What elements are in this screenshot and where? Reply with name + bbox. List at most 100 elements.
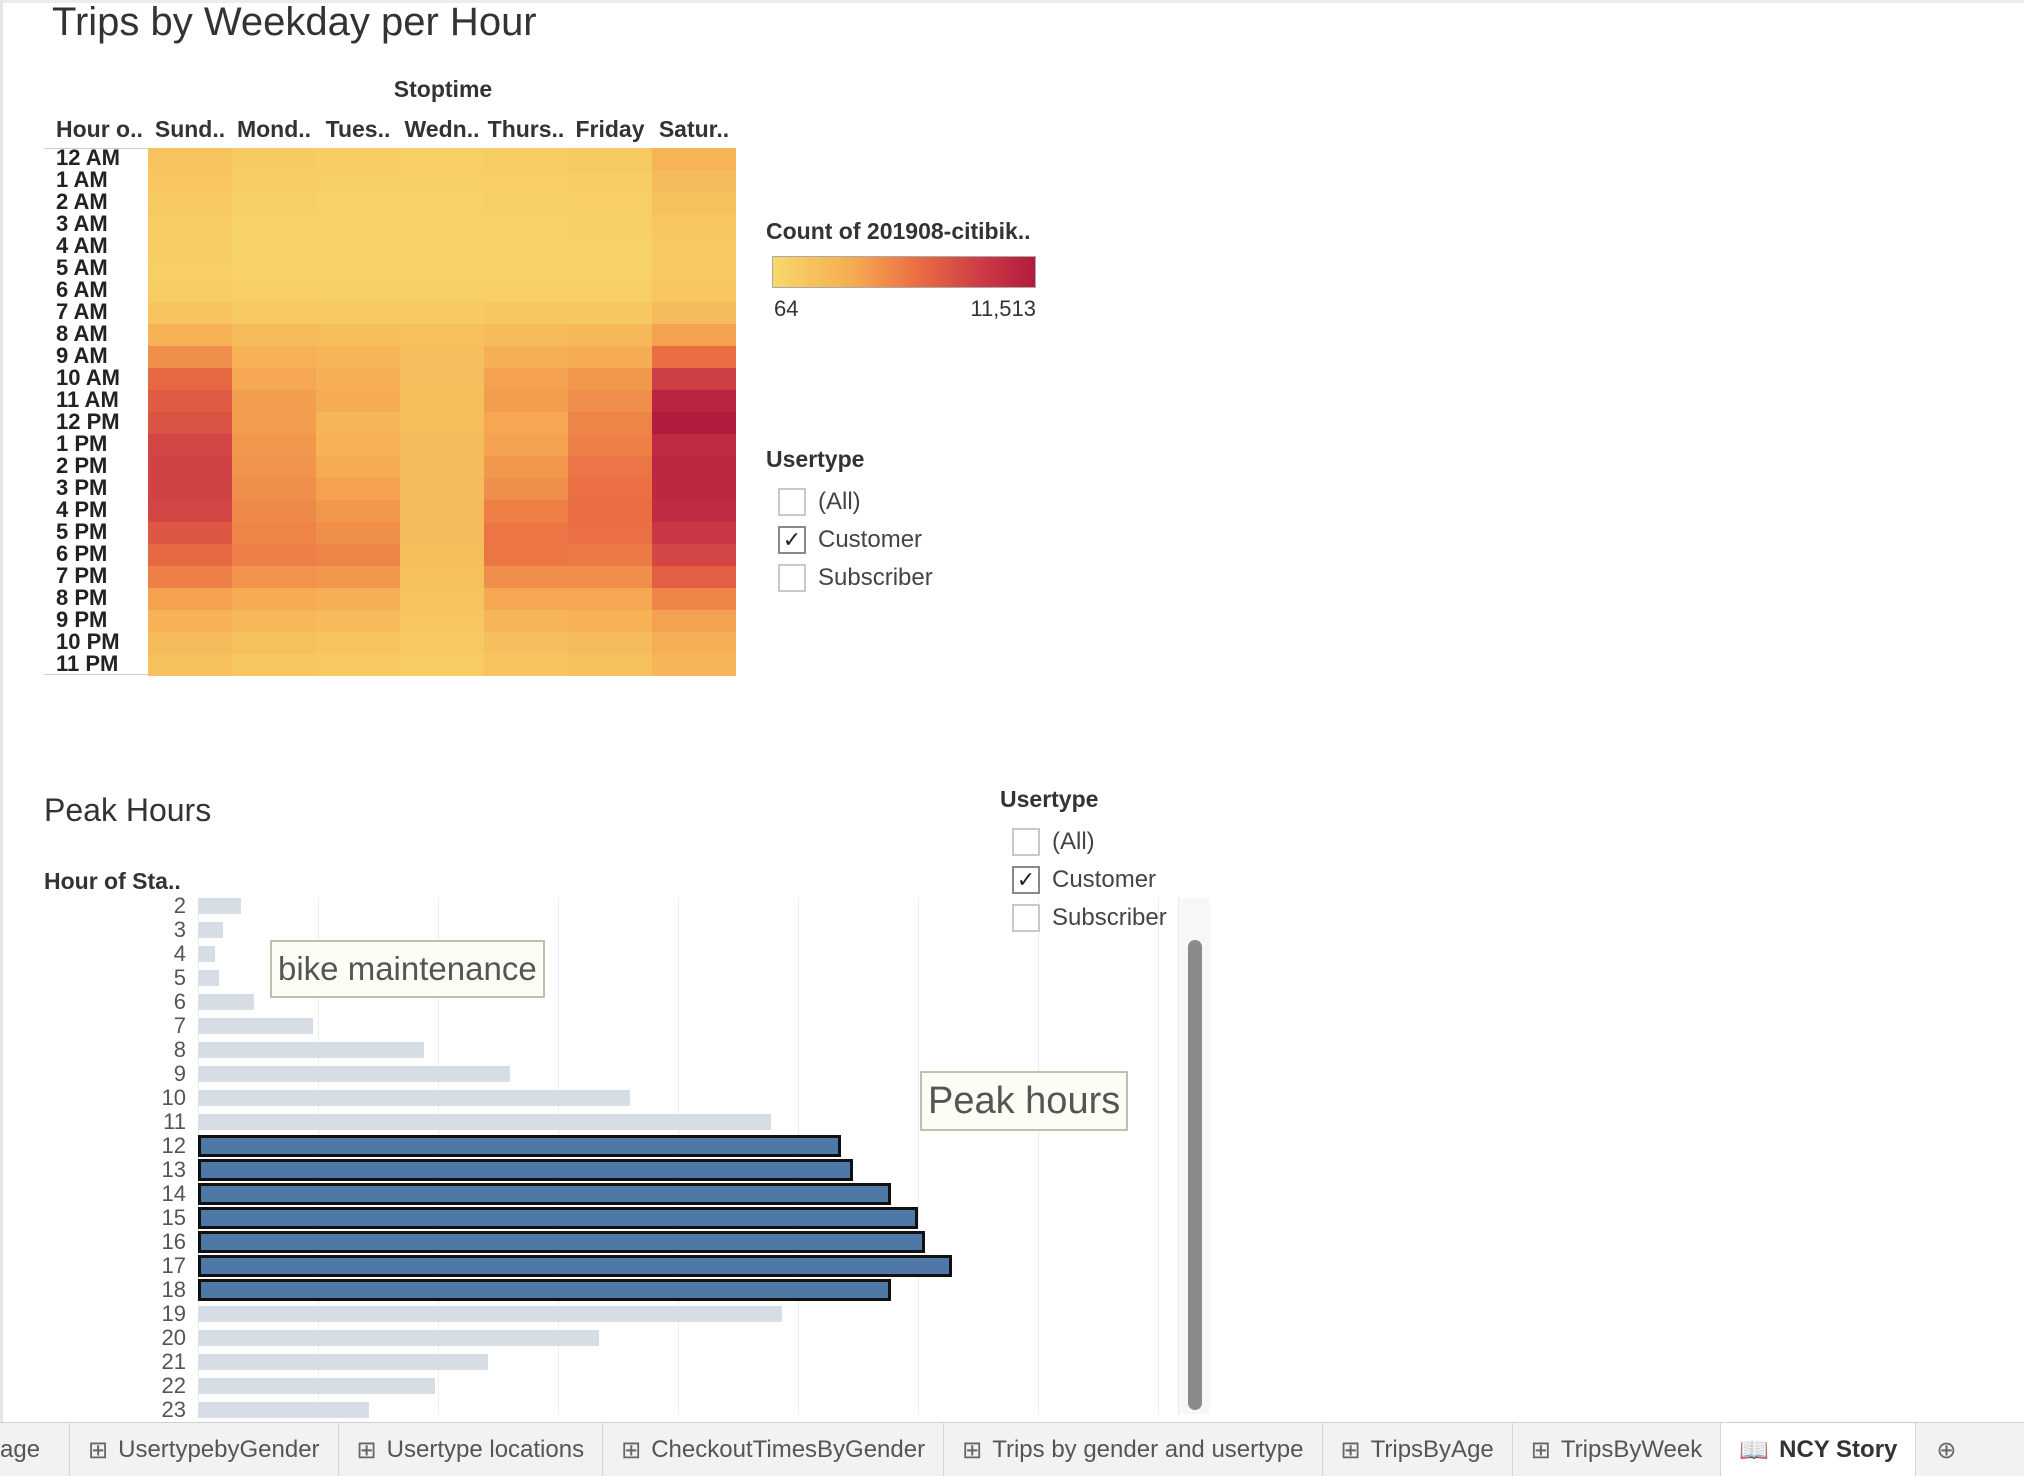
bar-highlighted[interactable] xyxy=(198,1231,925,1253)
sheet-tab[interactable]: ⊞ TripsByWeek xyxy=(1513,1423,1722,1476)
heatmap-row-label[interactable]: 9 PM xyxy=(56,607,108,632)
heatmap-cell[interactable] xyxy=(400,654,484,676)
heatmap-row-label[interactable]: 11 AM xyxy=(56,387,119,412)
heatmap-cell[interactable] xyxy=(484,390,568,412)
heatmap-cell[interactable] xyxy=(400,610,484,632)
heatmap-cell[interactable] xyxy=(400,588,484,610)
bar-tick-label[interactable]: 9 xyxy=(173,1061,186,1086)
heatmap-cell[interactable] xyxy=(232,214,316,236)
heatmap-row-label[interactable]: 11 PM xyxy=(56,651,119,676)
heatmap-cell[interactable] xyxy=(316,412,400,434)
heatmap-column-header[interactable]: Mond.. xyxy=(236,116,312,142)
bar-highlighted[interactable] xyxy=(198,1159,853,1181)
sheet-tab[interactable]: ⊞ Trips by gender and usertype xyxy=(944,1423,1323,1476)
heatmap-cell[interactable] xyxy=(568,148,652,170)
heatmap-cell[interactable] xyxy=(232,522,316,544)
heatmap-cell[interactable] xyxy=(148,214,232,236)
bar[interactable] xyxy=(198,1066,510,1082)
heatmap-cell[interactable] xyxy=(148,500,232,522)
checkbox-customer-top[interactable]: ✓ xyxy=(778,526,806,554)
heatmap-cell[interactable] xyxy=(400,368,484,390)
heatmap-cell[interactable] xyxy=(484,214,568,236)
heatmap-cell[interactable] xyxy=(148,170,232,192)
heatmap-cell[interactable] xyxy=(400,544,484,566)
heatmap-cell[interactable] xyxy=(568,566,652,588)
heatmap-cell[interactable] xyxy=(652,632,736,654)
bar-tick-label[interactable]: 4 xyxy=(173,941,186,966)
filter-bottom-option-subscriber[interactable]: Subscriber xyxy=(1012,902,1167,934)
heatmap-cell[interactable] xyxy=(484,544,568,566)
heatmap-cell[interactable] xyxy=(400,346,484,368)
heatmap-cell[interactable] xyxy=(232,544,316,566)
bar[interactable] xyxy=(198,1378,435,1394)
bar[interactable] xyxy=(198,946,215,962)
heatmap-column-header[interactable]: Wedn.. xyxy=(404,116,480,142)
heatmap-cell[interactable] xyxy=(148,258,232,280)
heatmap-cell[interactable] xyxy=(652,214,736,236)
heatmap-cell[interactable] xyxy=(484,632,568,654)
heatmap-column-header[interactable]: Thurs.. xyxy=(487,116,565,142)
heatmap-cell[interactable] xyxy=(484,588,568,610)
heatmap-cell[interactable] xyxy=(652,368,736,390)
heatmap-cell[interactable] xyxy=(484,610,568,632)
sheet-tab[interactable]: 📖 NCY Story xyxy=(1721,1423,1917,1476)
heatmap-row-label[interactable]: 2 AM xyxy=(56,189,108,214)
heatmap-cell[interactable] xyxy=(148,346,232,368)
heatmap-row-label[interactable]: 5 AM xyxy=(56,255,108,280)
heatmap-cell[interactable] xyxy=(400,566,484,588)
heatmap-cell[interactable] xyxy=(316,632,400,654)
heatmap-cell[interactable] xyxy=(400,236,484,258)
heatmap-cell[interactable] xyxy=(316,324,400,346)
heatmap-row-header[interactable]: Hour o.. xyxy=(56,116,143,142)
heatmap-cell[interactable] xyxy=(232,478,316,500)
heatmap-row-label[interactable]: 7 AM xyxy=(56,299,108,324)
heatmap-row-label[interactable]: 1 AM xyxy=(56,167,108,192)
heatmap-cell[interactable] xyxy=(400,456,484,478)
heatmap-cell[interactable] xyxy=(148,522,232,544)
heatmap-cell[interactable] xyxy=(484,170,568,192)
heatmap-cell[interactable] xyxy=(484,566,568,588)
new-sheet-button[interactable]: ⊕ xyxy=(1916,1423,1986,1476)
bar-tick-label[interactable]: 18 xyxy=(161,1277,186,1302)
heatmap-cell[interactable] xyxy=(232,170,316,192)
heatmap-row-label[interactable]: 4 PM xyxy=(56,497,108,522)
heatmap-cell[interactable] xyxy=(568,324,652,346)
heatmap-cell[interactable] xyxy=(232,258,316,280)
filter-top-option-subscriber[interactable]: Subscriber xyxy=(778,562,933,594)
heatmap-cell[interactable] xyxy=(652,280,736,302)
heatmap-cell[interactable] xyxy=(232,434,316,456)
heatmap-row-label[interactable]: 1 PM xyxy=(56,431,108,456)
heatmap-cell[interactable] xyxy=(568,412,652,434)
bar[interactable] xyxy=(198,922,223,938)
checkbox-subscriber-top[interactable] xyxy=(778,564,806,592)
heatmap-column-header[interactable]: Friday xyxy=(575,116,645,142)
heatmap-cell[interactable] xyxy=(484,456,568,478)
heatmap-cell[interactable] xyxy=(568,390,652,412)
heatmap-cell[interactable] xyxy=(652,236,736,258)
heatmap-cell[interactable] xyxy=(568,434,652,456)
peak-hours-annotation[interactable]: Peak hours xyxy=(920,1071,1129,1131)
checkbox-customer-bottom[interactable]: ✓ xyxy=(1012,866,1040,894)
heatmap-column-header[interactable]: Tues.. xyxy=(325,116,391,142)
heatmap-cell[interactable] xyxy=(484,258,568,280)
heatmap-cell[interactable] xyxy=(484,500,568,522)
bar-highlighted[interactable] xyxy=(198,1135,841,1157)
heatmap-row-label[interactable]: 9 AM xyxy=(56,343,108,368)
heatmap-cell[interactable] xyxy=(148,390,232,412)
bar-highlighted[interactable] xyxy=(198,1183,891,1205)
heatmap-cell[interactable] xyxy=(232,346,316,368)
heatmap-cell[interactable] xyxy=(652,654,736,676)
bar[interactable] xyxy=(198,1114,771,1130)
bar-tick-label[interactable]: 15 xyxy=(161,1205,186,1230)
heatmap-cell[interactable] xyxy=(148,654,232,676)
heatmap-cell[interactable] xyxy=(316,522,400,544)
heatmap-cell[interactable] xyxy=(148,478,232,500)
bar-highlighted[interactable] xyxy=(198,1207,918,1229)
heatmap-cell[interactable] xyxy=(652,434,736,456)
heatmap-cell[interactable] xyxy=(652,544,736,566)
heatmap-cell[interactable] xyxy=(568,302,652,324)
heatmap-cell[interactable] xyxy=(400,390,484,412)
heatmap-cell[interactable] xyxy=(652,170,736,192)
heatmap-row-label[interactable]: 10 PM xyxy=(56,629,120,654)
sheet-tab[interactable]: ⊞ Usertype locations xyxy=(339,1423,604,1476)
